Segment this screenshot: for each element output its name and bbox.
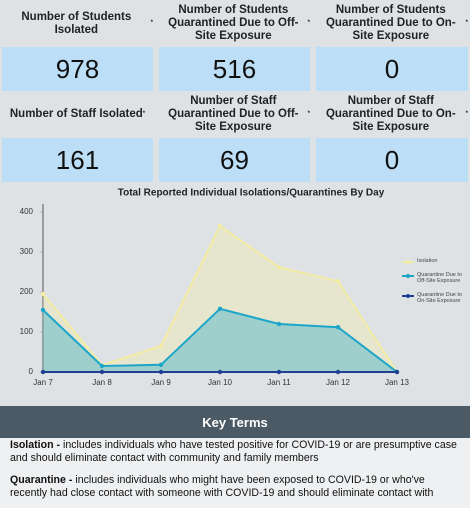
y-tick-label: 200 xyxy=(20,287,34,296)
card-value: 516 xyxy=(159,47,310,91)
x-tick-label: Jan 13 xyxy=(385,378,410,387)
point xyxy=(99,369,105,375)
card-label-text: Number of Students Quarantined Due to Of… xyxy=(168,4,299,42)
term: Quarantine - xyxy=(10,474,73,486)
legend-swatch xyxy=(402,273,414,278)
card-value: 0 xyxy=(316,138,468,182)
legend-label: Isolation xyxy=(417,258,438,264)
point xyxy=(158,369,164,375)
card-label: Number of Students Isolated * xyxy=(2,2,153,45)
card-label: Number of Staff Isolated * xyxy=(2,93,153,136)
point xyxy=(40,291,46,297)
area xyxy=(43,226,397,372)
point xyxy=(99,363,105,369)
point xyxy=(276,369,282,375)
card-label: Number of Students Quarantined Due to Of… xyxy=(159,2,310,45)
legend-label: Quarantine Due to On-Site Exposure xyxy=(417,292,462,304)
point xyxy=(335,369,341,375)
footnote-marker: * xyxy=(150,20,153,26)
point xyxy=(158,362,164,367)
legend-swatch xyxy=(402,259,414,264)
legend-swatch xyxy=(402,293,414,298)
footnote-marker: * xyxy=(465,20,468,26)
footnote-marker: * xyxy=(307,111,310,117)
y-tick-label: 0 xyxy=(29,367,34,376)
legend-dot xyxy=(406,293,410,298)
point xyxy=(394,369,400,375)
card-label-text: Number of Students Quarantined Due to On… xyxy=(325,4,456,42)
kpi-cards: Number of Students Isolated * Number of St… xyxy=(2,2,468,182)
footnote-marker: * xyxy=(142,111,146,117)
point xyxy=(217,306,223,311)
area xyxy=(43,308,397,372)
legend: Isolation Quarantine Due to Off-Site Expo… xyxy=(402,258,468,312)
chart: Total Reported Individual Isolations/Qua… xyxy=(20,188,410,387)
chart-title: Total Reported Individual Isolations/Qua… xyxy=(118,188,385,199)
legend-dot xyxy=(406,259,410,264)
card-value: 978 xyxy=(2,47,153,91)
point xyxy=(217,369,223,375)
card-label-text: Number of Students Isolated xyxy=(21,10,132,36)
legend-label: Quarantine Due to Off-Site Exposure xyxy=(417,272,462,284)
point xyxy=(40,369,46,375)
legend-entry: Isolation xyxy=(402,258,468,264)
y-tick-label: 400 xyxy=(20,207,34,216)
key-terms-body: Isolation - includes individuals who hav… xyxy=(0,438,470,508)
x-tick-label: Jan 11 xyxy=(267,378,291,387)
card-label: Number of Students Quarantined Due to On… xyxy=(316,2,468,45)
key-term: Isolation - includes individuals who hav… xyxy=(10,439,464,465)
point xyxy=(40,307,46,313)
y-tick-label: 300 xyxy=(20,247,34,256)
x-tick-label: Jan 8 xyxy=(92,378,112,387)
point xyxy=(335,279,341,284)
definition: includes individuals who might have been… xyxy=(10,474,434,499)
point xyxy=(158,343,164,349)
footnote-marker: * xyxy=(465,111,468,117)
x-tick-label: Jan 9 xyxy=(151,378,171,387)
legend-entry: Quarantine Due to Off-Site Exposure xyxy=(402,272,468,284)
point xyxy=(217,223,223,229)
y-tick-label: 100 xyxy=(20,327,34,336)
point xyxy=(335,325,341,330)
card-label-text: Number of Staff Quarantined Due to On-Si… xyxy=(325,95,456,133)
card-value: 0 xyxy=(316,47,468,91)
card-value: 69 xyxy=(159,138,310,182)
card-label: Number of Staff Quarantined Due to Off-S… xyxy=(159,93,310,136)
key-terms-title: Key Terms xyxy=(202,414,268,430)
point xyxy=(276,265,282,270)
definition: includes individuals who have tested pos… xyxy=(10,439,457,464)
key-terms-header: Key Terms xyxy=(0,406,470,438)
card-label-text: Number of Staff Quarantined Due to Off-S… xyxy=(168,95,299,133)
term: Isolation - xyxy=(10,439,61,451)
card-value: 161 xyxy=(2,138,153,182)
footnote-marker: * xyxy=(307,20,310,26)
legend-dot xyxy=(406,273,410,278)
card-label-text: Number of Staff Isolated xyxy=(9,108,143,120)
x-tick-label: Jan 12 xyxy=(326,378,351,387)
legend-entry: Quarantine Due to On-Site Exposure xyxy=(402,292,468,304)
point xyxy=(276,321,282,327)
key-term: Quarantine - includes individuals who mi… xyxy=(10,474,464,500)
card-label: Number of Staff Quarantined Due to On-Si… xyxy=(316,93,468,136)
x-tick-label: Jan 10 xyxy=(208,378,233,387)
x-tick-label: Jan 7 xyxy=(33,378,53,387)
